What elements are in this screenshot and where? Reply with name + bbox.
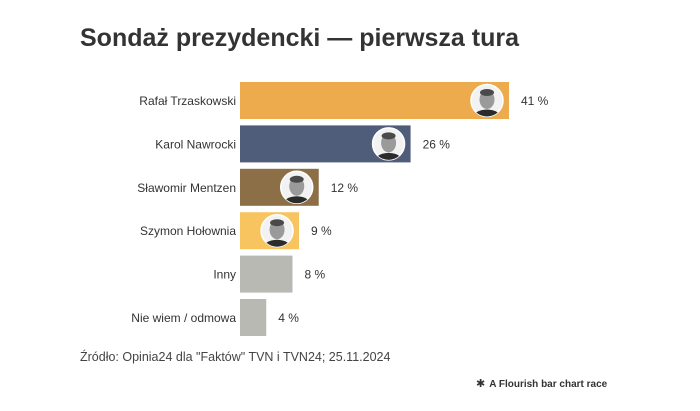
bar — [240, 82, 509, 119]
category-label: Nie wiem / odmowa — [131, 311, 236, 325]
category-label: Karol Nawrocki — [155, 137, 236, 151]
bar — [240, 299, 267, 336]
category-label: Sławomir Mentzen — [137, 181, 236, 195]
flourish-star-icon: ✱ — [476, 378, 486, 390]
value-label: 26 % — [423, 137, 451, 151]
chart-title: Sondaż prezydencki — pierwsza tura — [80, 24, 520, 52]
category-label: Rafał Trzaskowski — [139, 94, 236, 108]
value-label: 4 % — [278, 311, 299, 325]
value-label: 9 % — [311, 224, 332, 238]
flourish-credit-text: A Flourish bar chart race — [489, 379, 608, 390]
category-label: Szymon Hołownia — [140, 224, 236, 238]
candidate-portrait — [279, 170, 314, 205]
candidate-portrait — [260, 213, 294, 248]
value-label: 12 % — [331, 181, 359, 195]
flourish-credit[interactable]: ✱ A Flourish bar chart race — [476, 377, 607, 390]
value-label: 8 % — [304, 268, 325, 282]
category-label: Inny — [213, 268, 236, 282]
value-label: 41 % — [521, 94, 549, 108]
candidate-portrait — [470, 83, 504, 118]
source-note: Źródło: Opinia24 dla "Faktów" TVN i TVN2… — [80, 350, 391, 364]
bar — [240, 255, 293, 293]
candidate-portrait — [371, 127, 406, 161]
